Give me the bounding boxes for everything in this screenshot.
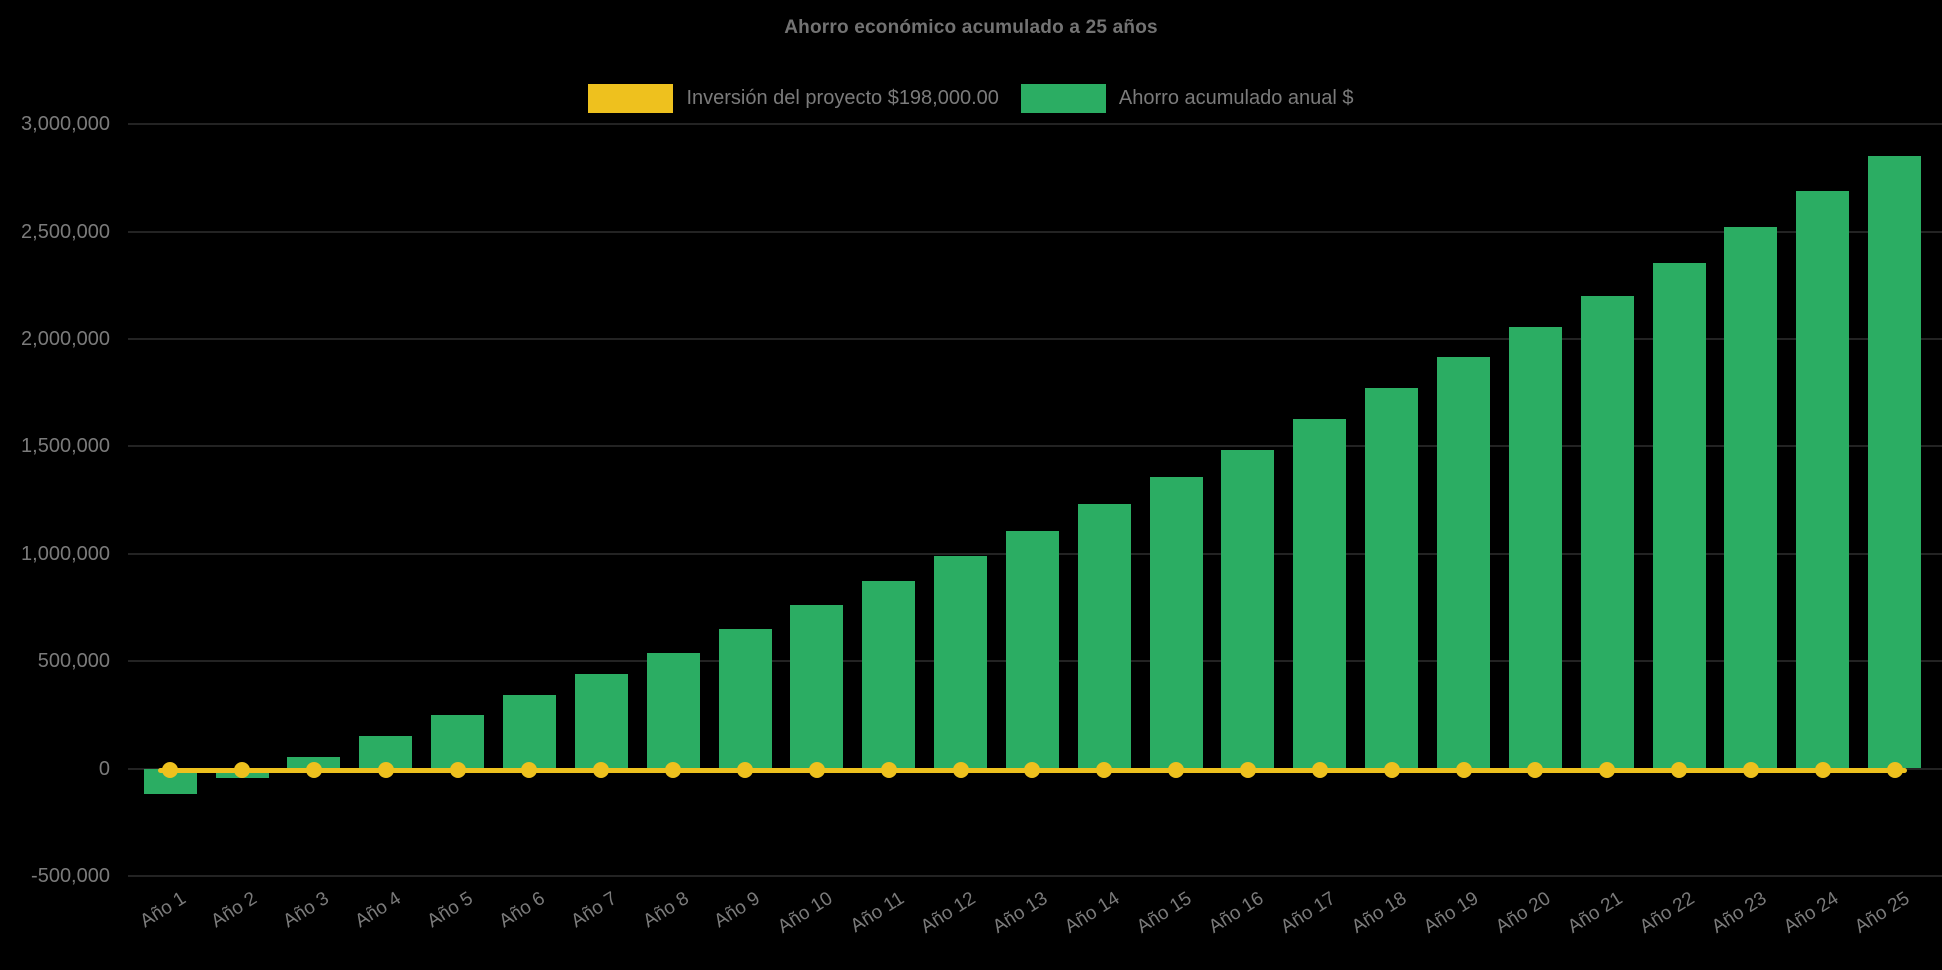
bar-año-7[interactable] <box>574 673 628 769</box>
bar-año-23[interactable] <box>1724 227 1778 769</box>
investment-line-point[interactable] <box>1671 762 1688 778</box>
bar-año-13[interactable] <box>1005 531 1059 769</box>
investment-legend-swatch <box>588 84 674 113</box>
bar-año-14[interactable] <box>1077 504 1131 769</box>
gridline <box>128 337 1942 340</box>
x-axis-tick-label: Año 8 <box>639 888 693 933</box>
legend: Inversión del proyecto $198,000.00 Ahorr… <box>0 84 1942 113</box>
investment-line-point[interactable] <box>1742 762 1759 778</box>
bar-año-16[interactable] <box>1221 449 1275 769</box>
investment-line-point[interactable] <box>1814 762 1831 778</box>
legend-item-savings[interactable]: Ahorro acumulado anual $ <box>1020 84 1354 113</box>
bar-año-24[interactable] <box>1796 190 1850 769</box>
x-axis-tick-label: Año 24 <box>1779 888 1842 938</box>
bar-año-9[interactable] <box>718 628 772 769</box>
investment-line-point[interactable] <box>1527 762 1544 778</box>
chart-title: Ahorro económico acumulado a 25 años <box>784 17 1158 38</box>
x-axis-tick-label: Año 5 <box>423 888 477 933</box>
investment-line-point[interactable] <box>1096 762 1113 778</box>
savings-legend-swatch <box>1020 84 1106 113</box>
x-axis-tick-label: Año 2 <box>207 888 262 933</box>
investment-line-point[interactable] <box>593 762 610 778</box>
x-axis-tick-label: Año 11 <box>846 888 908 937</box>
investment-line-point[interactable] <box>521 762 538 778</box>
y-axis-tick-label: 2,000,000 <box>21 327 110 350</box>
savings-legend-label: Ahorro acumulado anual $ <box>1118 87 1354 109</box>
x-axis-tick-label: Año 12 <box>917 888 980 938</box>
gridline <box>128 445 1942 448</box>
gridline <box>128 874 1942 877</box>
gridline <box>128 230 1942 233</box>
investment-line-point[interactable] <box>449 762 466 778</box>
investment-line-point[interactable] <box>952 762 969 778</box>
x-axis-tick-label: Año 3 <box>279 888 334 933</box>
y-axis-tick-label: 500,000 <box>37 650 110 673</box>
investment-legend-label: Inversión del proyecto $198,000.00 <box>686 87 999 109</box>
x-axis-tick-label: Año 7 <box>567 888 621 933</box>
investment-line-point[interactable] <box>1239 762 1256 778</box>
y-axis-tick-label: -500,000 <box>31 864 110 887</box>
x-axis-tick-label: Año 16 <box>1204 888 1268 938</box>
y-axis-tick-label: 1,500,000 <box>21 435 110 458</box>
x-axis-tick-label: Año 4 <box>351 888 405 933</box>
y-axis-tick-label: 1,000,000 <box>21 542 110 565</box>
bar-año-11[interactable] <box>862 580 916 769</box>
bar-año-22[interactable] <box>1652 262 1706 769</box>
bar-año-18[interactable] <box>1365 388 1419 769</box>
investment-line-point[interactable] <box>880 762 897 778</box>
investment-line-point[interactable] <box>234 762 251 778</box>
bar-año-19[interactable] <box>1437 357 1490 769</box>
bar-año-20[interactable] <box>1508 327 1562 769</box>
x-axis-tick-label: Año 18 <box>1348 888 1411 938</box>
investment-line-point[interactable] <box>377 762 394 778</box>
x-axis-tick-label: Año 13 <box>989 888 1052 938</box>
investment-line-point[interactable] <box>665 762 682 778</box>
bar-año-10[interactable] <box>790 605 844 769</box>
bar-año-8[interactable] <box>646 652 700 769</box>
x-axis-tick-label: Año 9 <box>710 888 765 933</box>
x-axis-tick-label: Año 14 <box>1061 888 1124 938</box>
bar-año-15[interactable] <box>1149 477 1203 769</box>
bar-año-5[interactable] <box>431 714 485 769</box>
y-axis-tick-label: 0 <box>98 757 110 780</box>
bar-año-21[interactable] <box>1580 295 1634 769</box>
investment-line-point[interactable] <box>737 762 753 778</box>
bar-año-17[interactable] <box>1293 419 1347 769</box>
x-axis-tick-label: Año 22 <box>1635 888 1699 938</box>
legend-item-investment[interactable]: Inversión del proyecto $198,000.00 <box>588 84 999 113</box>
y-axis-tick-label: 3,000,000 <box>21 113 110 136</box>
x-axis-tick-label: Año 25 <box>1851 888 1914 938</box>
investment-line-point[interactable] <box>1311 762 1328 778</box>
x-axis-tick-label: Año 10 <box>773 888 836 938</box>
x-axis-tick-label: Año 20 <box>1492 888 1555 938</box>
x-axis-tick-label: Año 1 <box>136 888 190 933</box>
investment-line-point[interactable] <box>1168 762 1185 778</box>
investment-line-point[interactable] <box>808 762 825 778</box>
x-axis-tick-label: Año 23 <box>1707 888 1771 938</box>
y-axis-tick-label: 2,500,000 <box>21 220 110 243</box>
investment-line-point[interactable] <box>305 762 322 778</box>
investment-line-point[interactable] <box>1599 762 1616 778</box>
bar-año-6[interactable] <box>502 695 556 769</box>
x-axis-tick-label: Año 6 <box>495 888 549 933</box>
x-axis-tick-label: Año 21 <box>1564 888 1627 938</box>
investment-line-point[interactable] <box>162 762 179 778</box>
gridline <box>128 123 1942 126</box>
bar-año-25[interactable] <box>1868 156 1922 769</box>
x-axis-tick-label: Año 19 <box>1420 888 1483 938</box>
investment-line-point[interactable] <box>1024 762 1041 778</box>
investment-line-point[interactable] <box>1383 762 1400 778</box>
investment-line-point[interactable] <box>1886 762 1903 778</box>
x-axis-tick-label: Año 17 <box>1276 888 1339 938</box>
investment-line-point[interactable] <box>1455 762 1472 778</box>
x-axis-tick-label: Año 15 <box>1133 888 1196 938</box>
bar-año-12[interactable] <box>934 555 988 769</box>
